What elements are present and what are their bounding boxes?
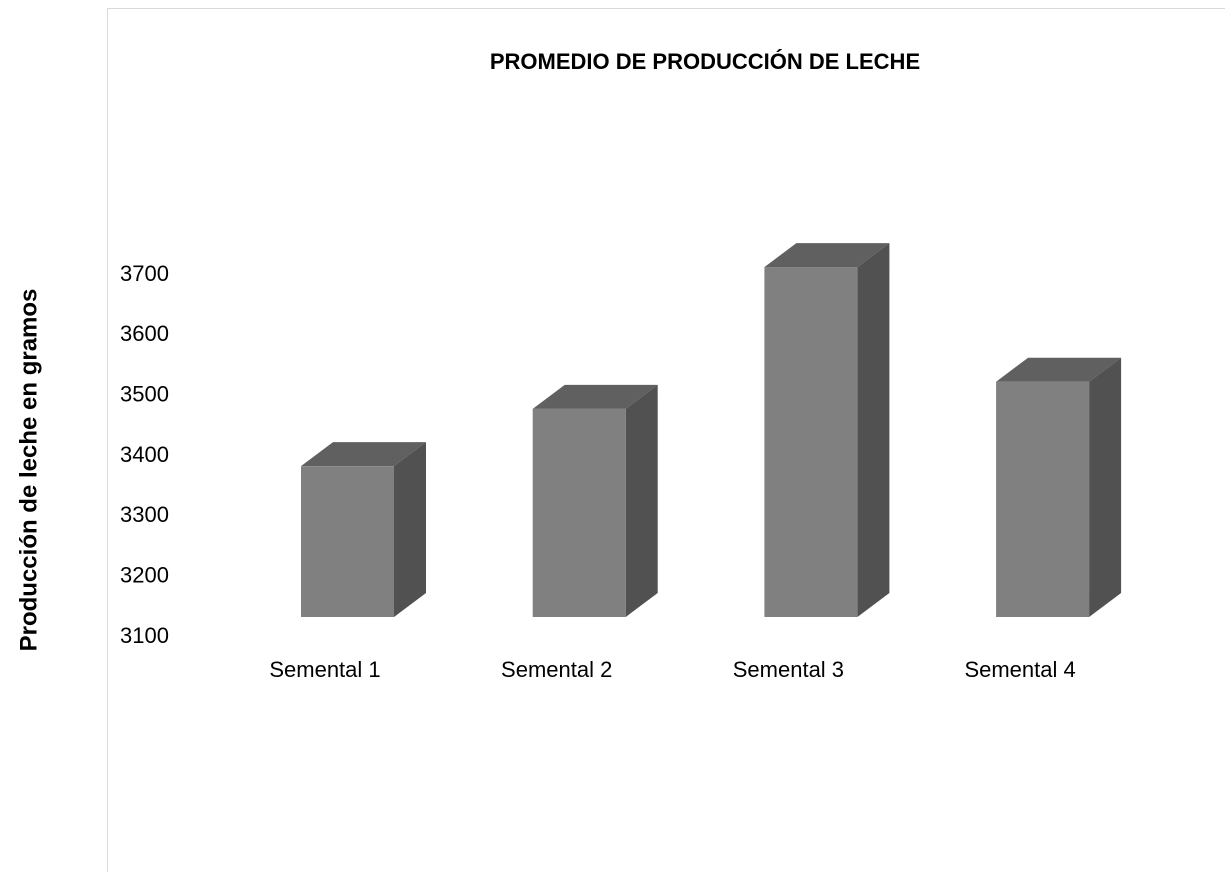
y-tick-label: 3400 bbox=[120, 442, 169, 467]
bar bbox=[996, 381, 1090, 617]
y-tick-label: 3500 bbox=[120, 381, 169, 406]
bar-side bbox=[625, 384, 658, 617]
y-tick-label: 3700 bbox=[120, 261, 169, 286]
bar-top bbox=[996, 357, 1122, 382]
bar bbox=[301, 466, 394, 617]
x-tick-label: Semental 2 bbox=[501, 657, 612, 682]
bar-side bbox=[857, 243, 890, 618]
x-tick-label: Semental 4 bbox=[964, 657, 1075, 682]
y-axis-title: Producción de leche en gramos bbox=[15, 289, 42, 652]
y-tick-label: 3100 bbox=[120, 623, 169, 648]
bar-side bbox=[394, 442, 426, 617]
x-tick-label: Semental 3 bbox=[733, 657, 844, 682]
bar-side bbox=[1089, 357, 1122, 617]
bar-top bbox=[532, 384, 658, 409]
chart-title: PROMEDIO DE PRODUCCIÓN DE LECHE bbox=[490, 49, 920, 74]
bar-top bbox=[301, 442, 426, 467]
x-tick-label: Semental 1 bbox=[269, 657, 380, 682]
y-tick-label: 3200 bbox=[120, 562, 169, 587]
bar-top bbox=[764, 243, 890, 268]
bar bbox=[532, 408, 626, 617]
y-tick-label: 3300 bbox=[120, 502, 169, 527]
y-tick-label: 3600 bbox=[120, 321, 169, 346]
bar bbox=[764, 267, 858, 617]
